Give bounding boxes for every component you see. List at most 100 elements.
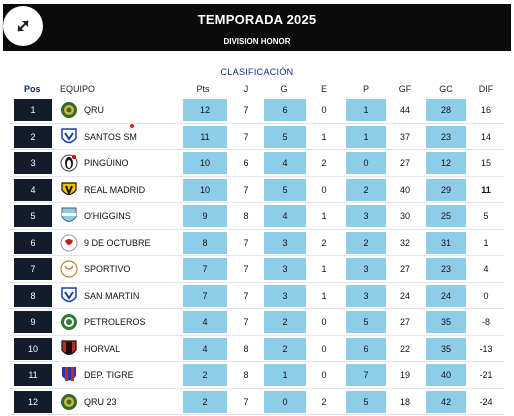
yellow-black-crest-icon bbox=[60, 180, 78, 200]
gf-cell: 22 bbox=[399, 343, 410, 354]
p-cell: 2 bbox=[346, 178, 386, 201]
gc-cell: 29 bbox=[426, 178, 466, 201]
gc-cell: 35 bbox=[426, 337, 466, 360]
row-divider bbox=[10, 175, 504, 177]
dif-cell: 0 bbox=[483, 290, 489, 301]
row-divider bbox=[10, 334, 504, 336]
g-cell: 0 bbox=[264, 390, 306, 413]
row-divider bbox=[10, 387, 504, 389]
p-cell: 5 bbox=[346, 390, 386, 413]
e-cell: 1 bbox=[321, 264, 327, 274]
position-cell: 4 bbox=[14, 178, 52, 201]
position-cell: 12 bbox=[14, 390, 52, 413]
g-cell: 4 bbox=[264, 152, 306, 174]
team-name[interactable]: QRU 23 bbox=[84, 396, 117, 407]
g-cell: 3 bbox=[264, 258, 306, 280]
position-cell: 8 bbox=[14, 284, 52, 307]
green-round-crest-icon bbox=[60, 312, 78, 332]
team-name[interactable]: PINGÜINO bbox=[84, 158, 129, 168]
gc-cell: 24 bbox=[426, 284, 466, 307]
team-name[interactable]: 9 DE OCTUBRE bbox=[84, 237, 151, 248]
expand-arrows-icon bbox=[17, 20, 29, 32]
col-dif: DIF bbox=[478, 84, 494, 94]
table-row: 5 O'HIGGINS 9 8 4 1 3 30 25 5 bbox=[0, 204, 514, 228]
g-cell: 1 bbox=[264, 364, 306, 386]
gf-cell: 19 bbox=[399, 370, 410, 380]
col-gc: GC bbox=[439, 84, 453, 94]
blue-white-shield-icon bbox=[60, 127, 78, 147]
dif-cell: 15 bbox=[480, 158, 491, 168]
row-divider bbox=[10, 149, 504, 150]
p-cell: 3 bbox=[346, 258, 386, 280]
season-header: TEMPORADA 2025 DIVISION HONOR bbox=[3, 4, 511, 51]
j-cell: 8 bbox=[243, 370, 249, 380]
pts-cell: 8 bbox=[183, 231, 227, 254]
gc-cell: 31 bbox=[426, 231, 466, 254]
col-pos: Pos bbox=[24, 84, 41, 94]
gc-cell: 28 bbox=[426, 99, 466, 121]
row-divider bbox=[10, 122, 504, 124]
table-row: 2 SANTOS SM 11 7 5 1 1 37 23 14 bbox=[0, 125, 514, 149]
white-red-crest-icon bbox=[60, 233, 78, 253]
gc-cell: 42 bbox=[426, 390, 466, 413]
pts-cell: 7 bbox=[183, 284, 227, 307]
team-name[interactable]: SAN MARTIN bbox=[84, 290, 140, 301]
green-gold-crest-icon bbox=[60, 392, 78, 412]
j-cell: 8 bbox=[243, 343, 249, 354]
row-divider bbox=[10, 361, 504, 362]
team-name[interactable]: HORVAL bbox=[84, 343, 121, 354]
table-row: 10 HORVAL 4 8 2 0 6 22 35 -13 bbox=[0, 337, 514, 361]
dif-cell: 11 bbox=[481, 184, 491, 195]
dif-cell: -8 bbox=[481, 317, 490, 327]
e-cell: 1 bbox=[321, 290, 327, 301]
dif-cell: -21 bbox=[479, 370, 493, 380]
team-name[interactable]: SANTOS SM bbox=[84, 131, 137, 142]
p-cell: 5 bbox=[346, 311, 386, 333]
g-cell: 2 bbox=[264, 337, 306, 360]
pts-cell: 9 bbox=[183, 205, 227, 227]
j-cell: 7 bbox=[243, 264, 249, 274]
j-cell: 7 bbox=[243, 184, 249, 195]
row-divider bbox=[10, 414, 504, 415]
team-name[interactable]: QRU bbox=[84, 105, 104, 115]
team-name[interactable]: SPORTIVO bbox=[84, 264, 131, 274]
penguin-crest-icon bbox=[60, 153, 78, 173]
p-cell: 1 bbox=[346, 99, 386, 121]
g-cell: 5 bbox=[264, 178, 306, 201]
gf-cell: 27 bbox=[399, 158, 410, 168]
gc-cell: 23 bbox=[426, 258, 466, 280]
j-cell: 7 bbox=[243, 317, 249, 327]
team-name[interactable]: REAL MADRID bbox=[84, 184, 146, 195]
col-pts: Pts bbox=[196, 84, 210, 94]
row-divider bbox=[10, 228, 504, 230]
gf-cell: 37 bbox=[399, 131, 410, 142]
e-cell: 1 bbox=[321, 131, 327, 142]
red-black-shield-icon bbox=[60, 339, 78, 359]
dif-cell: -13 bbox=[479, 343, 493, 354]
col-team: EQUIPO bbox=[60, 84, 96, 94]
gc-cell: 40 bbox=[426, 364, 466, 386]
green-gold-crest-icon bbox=[60, 100, 78, 120]
blue-white-shield-icon bbox=[60, 286, 78, 306]
team-name[interactable]: O'HIGGINS bbox=[84, 211, 131, 221]
dif-cell: 16 bbox=[480, 105, 491, 115]
pts-cell: 10 bbox=[183, 152, 227, 174]
pts-cell: 12 bbox=[183, 99, 227, 121]
expand-button[interactable] bbox=[3, 6, 43, 46]
team-name[interactable]: DEP. TIGRE bbox=[84, 370, 134, 380]
red-blue-stripes-shield-icon bbox=[60, 365, 78, 385]
position-cell: 11 bbox=[14, 364, 52, 386]
team-name[interactable]: PETROLEROS bbox=[84, 317, 146, 327]
pts-cell: 10 bbox=[183, 178, 227, 201]
indicator-dot bbox=[130, 124, 134, 128]
gf-cell: 24 bbox=[399, 290, 410, 301]
dif-cell: 1 bbox=[483, 237, 489, 248]
pts-cell: 2 bbox=[183, 390, 227, 413]
position-cell: 7 bbox=[14, 258, 52, 280]
e-cell: 1 bbox=[321, 211, 327, 221]
dif-cell: -24 bbox=[479, 396, 493, 407]
position-cell: 5 bbox=[14, 205, 52, 227]
col-j: J bbox=[243, 84, 249, 94]
pts-cell: 7 bbox=[183, 258, 227, 280]
e-cell: 2 bbox=[321, 158, 327, 168]
